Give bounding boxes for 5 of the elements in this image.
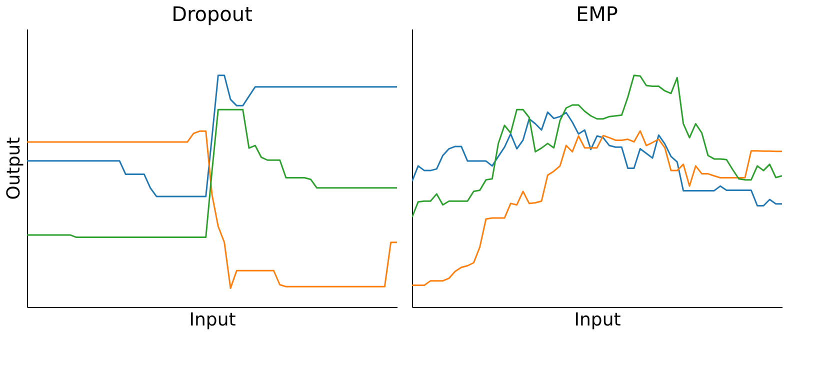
chart-title: Dropout [172,2,253,26]
chart-title: EMP [576,2,618,26]
x-axis-title: Input [189,310,236,330]
y-axis-title: Output [4,137,24,200]
x-axis-title: Input [574,310,621,330]
